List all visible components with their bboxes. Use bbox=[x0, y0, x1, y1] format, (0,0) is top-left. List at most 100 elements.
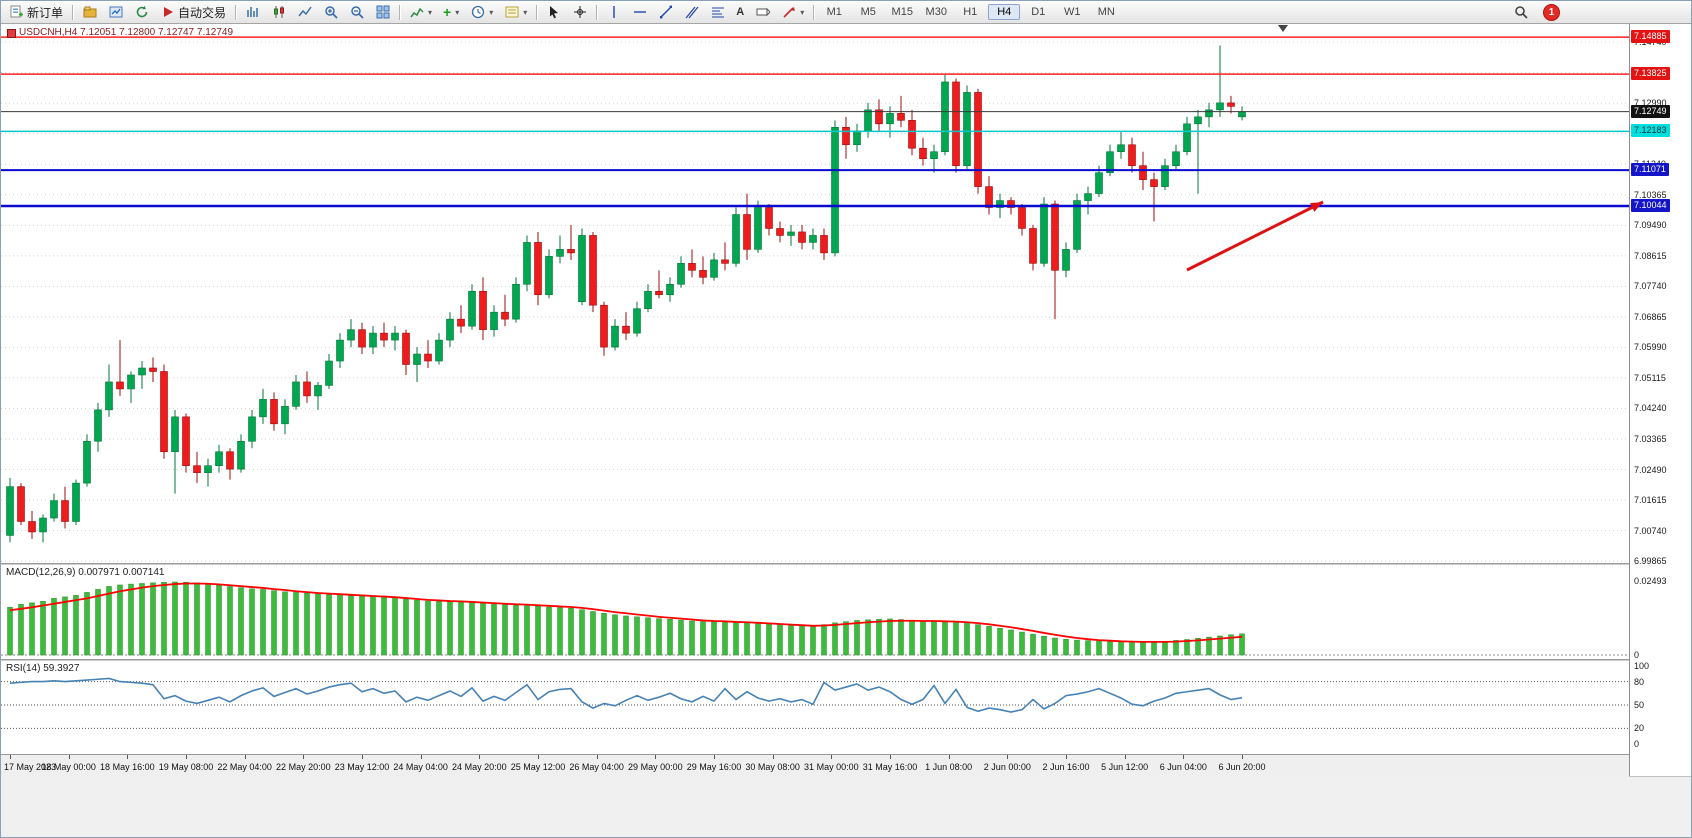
candle-down bbox=[1029, 228, 1037, 264]
tile-windows-button[interactable] bbox=[370, 1, 395, 23]
profiles-button[interactable] bbox=[77, 1, 102, 23]
vertical-line-button[interactable] bbox=[601, 1, 626, 23]
timeframe-button-M5[interactable]: M5 bbox=[860, 6, 876, 18]
trend-arrow-object[interactable] bbox=[1186, 200, 1324, 272]
price-panel[interactable] bbox=[1, 23, 1629, 563]
candle-up bbox=[248, 416, 256, 442]
candle-down bbox=[688, 263, 696, 271]
notification-badge[interactable]: 1 bbox=[1543, 3, 1560, 21]
macd-histogram-bar bbox=[1217, 635, 1223, 656]
zoom-in-button[interactable] bbox=[318, 1, 343, 23]
candlestick-chart-button[interactable] bbox=[266, 1, 291, 23]
candle-down bbox=[842, 127, 850, 146]
search-button[interactable] bbox=[1508, 1, 1533, 23]
macd-panel[interactable] bbox=[1, 565, 1629, 659]
macd-histogram-bar bbox=[689, 620, 695, 656]
candle-up bbox=[325, 360, 333, 386]
templates-button[interactable]: ▾ bbox=[499, 1, 532, 23]
time-axis-label: 26 May 04:00 bbox=[569, 762, 624, 772]
price-scale-label: 7.09490 bbox=[1634, 220, 1667, 231]
fibonacci-button[interactable] bbox=[705, 1, 730, 23]
timeframe-button-H1[interactable]: H1 bbox=[963, 6, 978, 18]
macd-histogram-bar bbox=[1008, 629, 1014, 656]
price-scale-label: 6.99865 bbox=[1634, 556, 1667, 567]
time-axis-label: 6 Jun 04:00 bbox=[1159, 762, 1207, 772]
arrow-objects-button[interactable]: ▾ bbox=[776, 1, 809, 23]
candle-up bbox=[292, 381, 300, 407]
timeframe-button-M30[interactable]: M30 bbox=[925, 6, 947, 18]
text-tool-button[interactable]: A bbox=[731, 1, 749, 23]
macd-histogram-bar bbox=[40, 601, 46, 656]
bar-chart-button[interactable] bbox=[240, 1, 265, 23]
macd-histogram-bar bbox=[1184, 639, 1190, 656]
macd-histogram-bar bbox=[249, 588, 255, 656]
timeframe-button-D1[interactable]: D1 bbox=[1031, 6, 1046, 18]
time-axis-label: 6 Jun 20:00 bbox=[1218, 762, 1266, 772]
horizontal-line-button[interactable] bbox=[627, 1, 652, 23]
macd-histogram-bar bbox=[183, 582, 189, 656]
macd-histogram-bar bbox=[546, 606, 552, 656]
macd-histogram-bar bbox=[524, 604, 530, 656]
macd-histogram-bar bbox=[777, 624, 783, 656]
channel-button[interactable] bbox=[679, 1, 704, 23]
macd-histogram-bar bbox=[216, 585, 222, 656]
trendline-button[interactable] bbox=[653, 1, 678, 23]
macd-histogram-bar bbox=[95, 589, 101, 656]
timeframe-button-H4[interactable]: H4 bbox=[988, 4, 1021, 20]
crosshair-button[interactable] bbox=[567, 1, 592, 23]
add-indicator-button[interactable]: + ▾ bbox=[438, 1, 464, 23]
periods-button[interactable]: ▾ bbox=[465, 1, 498, 23]
macd-histogram-bar bbox=[909, 620, 915, 656]
macd-histogram-bar bbox=[447, 601, 453, 656]
time-tick bbox=[1007, 755, 1009, 759]
template-icon bbox=[504, 5, 519, 20]
time-tick bbox=[890, 755, 891, 759]
candle-up bbox=[105, 381, 113, 411]
indicators-button[interactable]: ▾ bbox=[404, 1, 437, 23]
separator bbox=[235, 4, 237, 20]
candle-down bbox=[721, 259, 729, 264]
panel-splitter[interactable] bbox=[1, 659, 1691, 661]
candle-up bbox=[666, 283, 674, 296]
time-axis[interactable]: 17 May 2023 18 May 00:00 18 May 16:00 19 Ma… bbox=[1, 754, 1629, 777]
panel-splitter[interactable] bbox=[1, 563, 1691, 565]
time-axis-label: 18 May 16:00 bbox=[100, 762, 155, 772]
timeframe-button-M1[interactable]: M1 bbox=[826, 6, 842, 18]
rsi-panel[interactable] bbox=[1, 661, 1629, 754]
candle-up bbox=[996, 200, 1004, 208]
timeframe-button-W1[interactable]: W1 bbox=[1064, 6, 1081, 18]
zoom-out-button[interactable] bbox=[344, 1, 369, 23]
price-badge: 7.10044 bbox=[1631, 199, 1670, 212]
cursor-button[interactable] bbox=[541, 1, 566, 23]
crosshair-icon bbox=[572, 5, 587, 20]
candle-up bbox=[369, 332, 377, 348]
symbol-marker-icon bbox=[7, 29, 16, 38]
candle-down bbox=[600, 304, 608, 348]
chart-shift-marker[interactable] bbox=[1278, 25, 1288, 32]
price-scale[interactable]: 7.147407.138657.129907.121157.112407.103… bbox=[1629, 23, 1691, 776]
auto-trading-button[interactable]: 自动交易 bbox=[155, 1, 231, 23]
macd-histogram-bar bbox=[656, 618, 662, 656]
fibonacci-icon bbox=[710, 5, 725, 20]
candle-up bbox=[930, 151, 938, 159]
refresh-button[interactable] bbox=[129, 1, 154, 23]
macd-histogram-bar bbox=[733, 622, 739, 656]
macd-histogram-bar bbox=[997, 627, 1003, 656]
label-tool-button[interactable] bbox=[750, 1, 775, 23]
candle-down bbox=[908, 120, 916, 149]
macd-histogram-bar bbox=[260, 589, 266, 656]
macd-histogram-bar bbox=[425, 600, 431, 656]
macd-signal-line bbox=[9, 582, 1243, 643]
line-chart-button[interactable] bbox=[292, 1, 317, 23]
rsi-scale-label: 100 bbox=[1634, 661, 1650, 671]
new-order-button[interactable]: 新订单 bbox=[4, 1, 68, 23]
candle-down bbox=[534, 242, 542, 296]
trend-arrow-head[interactable] bbox=[1310, 202, 1323, 212]
macd-histogram-bar bbox=[84, 592, 90, 656]
timeframe-button-MN[interactable]: MN bbox=[1097, 6, 1115, 18]
macd-histogram-bar bbox=[1151, 641, 1157, 656]
timeframe-button-M15[interactable]: M15 bbox=[891, 6, 913, 18]
market-watch-button[interactable] bbox=[103, 1, 128, 23]
candle-up bbox=[39, 517, 47, 533]
